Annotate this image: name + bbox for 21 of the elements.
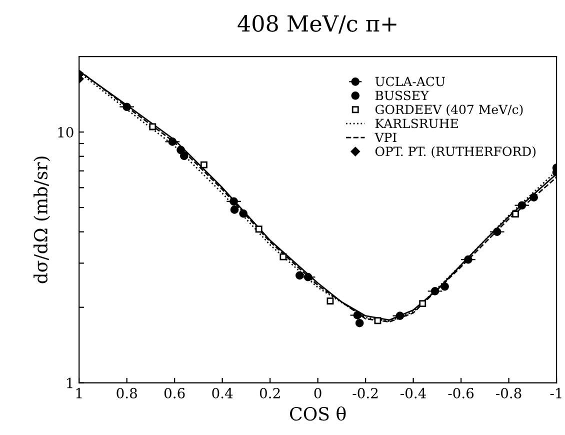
x-tick-label: 0.2: [260, 388, 280, 398]
y-axis-title: dσ/dΩ (mb/sr): [34, 156, 50, 284]
x-tick-label: 1: [76, 388, 82, 398]
legend-label: BUSSEY: [375, 90, 429, 100]
x-tick-label: 0: [314, 388, 322, 398]
legend-label: GORDEEV (407 MeV/c): [375, 104, 523, 116]
x-axis-title: COS θ: [290, 406, 346, 421]
legend-label: UCLA-ACU: [375, 76, 445, 86]
x-tick-label: 0.8: [116, 388, 137, 398]
x-tick-label: -0.4: [400, 388, 426, 398]
legend-label: VPI: [374, 132, 396, 142]
x-tick-label: -0.6: [448, 388, 474, 398]
legend-label: OPT. PT. (RUTHERFORD): [375, 146, 536, 158]
x-tick-label: 0.4: [212, 388, 233, 398]
x-tick-label: -0.2: [352, 388, 378, 398]
chart-title: 408 MeV/c π+: [238, 15, 396, 34]
y-tick-label: 10: [58, 127, 74, 138]
x-tick-label: -0.8: [496, 388, 522, 398]
x-tick-label: -1: [550, 388, 562, 398]
x-tick-label: 0.6: [164, 388, 185, 398]
legend-label: KARLSRUHE: [375, 118, 458, 128]
